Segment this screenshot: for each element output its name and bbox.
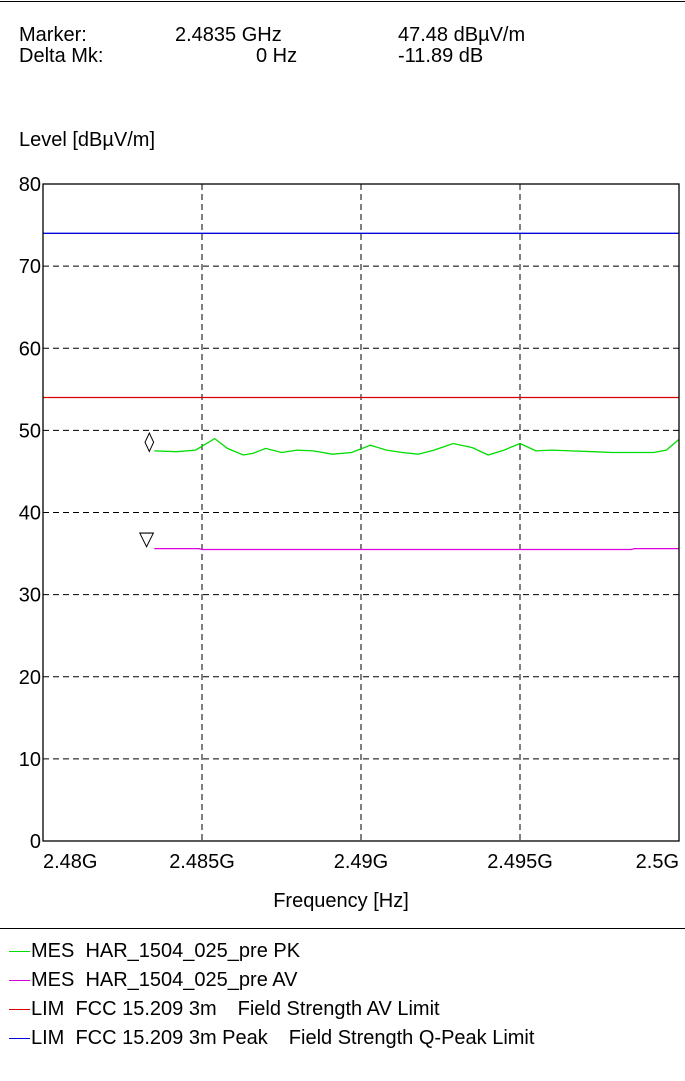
legend-swatch-pk — [9, 950, 30, 952]
top-rule — [0, 1, 685, 2]
legend-swatch-peak-limit — [9, 1037, 30, 1039]
marker-layer: ◊▽ — [139, 429, 155, 551]
x-tick-label: 2.495G — [487, 851, 553, 873]
y-tick-label: 80 — [19, 174, 41, 196]
legend-swatch-av-limit — [9, 1008, 30, 1010]
grid — [43, 184, 679, 841]
y-tick-label: 60 — [19, 338, 41, 360]
series-line-pk — [154, 437, 680, 456]
legend-rule — [0, 928, 685, 929]
y-tick-label: 0 — [30, 831, 41, 853]
x-tick-label: 2.5G — [636, 851, 679, 873]
legend-label-pk: MES HAR_1504_025_pre PK — [31, 939, 301, 962]
tick-labels: 2.48G 2.485G 2.49G 2.495G 2.5G 0 10 20 30 40 50 60 7… — [19, 174, 679, 873]
marker-triangle: ▽ — [139, 527, 155, 551]
legend-item-peak-limit: LIM FCC 15.209 3m Peak Field Strength Q-P… — [9, 1026, 534, 1050]
spectrum-chart: Level [dBµV/m] Frequency [Hz] 2.48G 2.485… — [19, 129, 680, 912]
x-axis-label: Frequency [Hz] — [273, 890, 409, 912]
y-tick-label: 50 — [19, 420, 41, 442]
y-axis-label: Level [dBµV/m] — [19, 129, 155, 151]
series-line-av — [154, 547, 679, 551]
legend-item-av: MES HAR_1504_025_pre AV — [9, 968, 297, 992]
marker-level: 47.48 dBµV/m — [398, 24, 526, 46]
x-tick-label: 2.485G — [169, 851, 235, 873]
legend-suffix-av-limit: Field Strength AV Limit — [237, 997, 440, 1020]
legend-item-pk: MES HAR_1504_025_pre PK — [9, 939, 300, 963]
legend-label-av: MES HAR_1504_025_pre AV — [31, 968, 298, 991]
marker-frequency: 2.4835 GHz — [175, 24, 282, 46]
series-layer — [43, 232, 680, 551]
delta-marker-label: Delta Mk: — [19, 45, 104, 67]
y-tick-label: 30 — [19, 585, 41, 607]
x-tick-label: 2.49G — [334, 851, 388, 873]
x-tick-label: 2.48G — [43, 851, 97, 873]
legend-label-av-limit: LIM FCC 15.209 3m — [31, 997, 217, 1020]
legend-suffix-peak-limit: Field Strength Q-Peak Limit — [288, 1026, 535, 1049]
delta-marker-level: -11.89 dB — [398, 45, 484, 67]
marker-label: Marker: — [19, 24, 87, 46]
legend-item-av-limit: LIM FCC 15.209 3m Field Strength AV Limit — [9, 997, 440, 1021]
marker-diamond: ◊ — [144, 429, 154, 453]
legend-label-peak-limit: LIM FCC 15.209 3m Peak — [31, 1026, 268, 1049]
plot-frame — [42, 183, 680, 842]
y-tick-label: 40 — [19, 503, 41, 525]
y-tick-label: 10 — [19, 749, 41, 771]
delta-marker-frequency: 0 Hz — [256, 45, 298, 67]
legend-swatch-av — [9, 979, 30, 981]
y-tick-label: 20 — [19, 667, 41, 689]
y-tick-label: 70 — [19, 256, 41, 278]
